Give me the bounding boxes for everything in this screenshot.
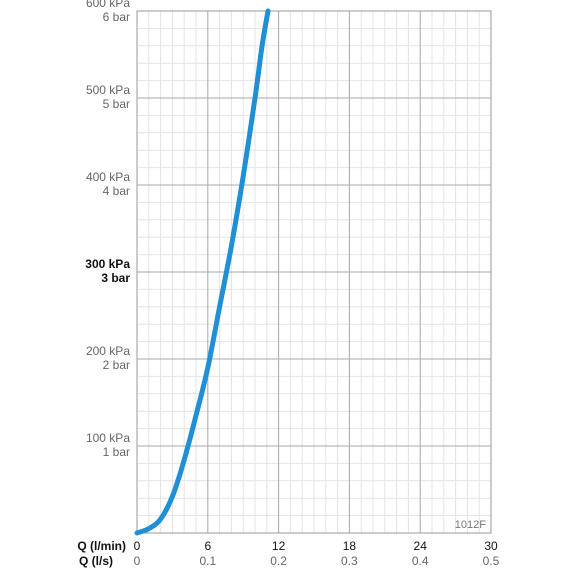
x-tick-label-lmin: 12 xyxy=(272,539,286,553)
series-line xyxy=(134,8,271,536)
x-tick-label-ls: 0.2 xyxy=(270,554,287,568)
x-axis-secondary-title: Q (l/s) xyxy=(79,554,113,568)
y-tick-label-bar: 2 bar xyxy=(103,358,130,372)
x-tick-label-ls: 0.4 xyxy=(412,554,429,568)
y-tick-label-kpa: 500 kPa xyxy=(86,83,130,97)
y-tick-label-kpa: 600 kPa xyxy=(86,0,130,10)
chart-code-label: 1012F xyxy=(455,519,486,531)
x-tick-label-lmin: 6 xyxy=(204,539,211,553)
plot-frame xyxy=(136,10,492,534)
y-tick-label-bar: 6 bar xyxy=(103,10,130,24)
x-axis-tick-labels: 00 60.1 120.2 180.3 240.4 300.5 xyxy=(134,539,500,568)
y-tick-label-kpa: 200 kPa xyxy=(86,344,130,358)
x-tick-label-ls: 0 xyxy=(134,554,141,568)
y-tick-label-kpa: 400 kPa xyxy=(86,170,130,184)
x-tick-label-lmin: 18 xyxy=(343,539,357,553)
x-tick-label-ls: 0.1 xyxy=(199,554,216,568)
x-tick-label-lmin: 30 xyxy=(484,539,498,553)
x-tick-label-lmin: 0 xyxy=(134,539,141,553)
x-tick-label-lmin: 24 xyxy=(414,539,428,553)
x-axis-primary-title: Q (l/min) xyxy=(77,539,126,553)
y-tick-label-bar: 3 bar xyxy=(101,271,130,285)
x-tick-label-ls: 0.5 xyxy=(483,554,500,568)
y-tick-label-bar: 1 bar xyxy=(103,445,130,459)
y-tick-label-kpa: 300 kPa xyxy=(85,257,130,271)
x-tick-label-ls: 0.3 xyxy=(341,554,358,568)
y-tick-label-kpa: 100 kPa xyxy=(86,431,130,445)
y-tick-label-bar: 4 bar xyxy=(103,184,130,198)
y-tick-label-bar: 5 bar xyxy=(103,97,130,111)
